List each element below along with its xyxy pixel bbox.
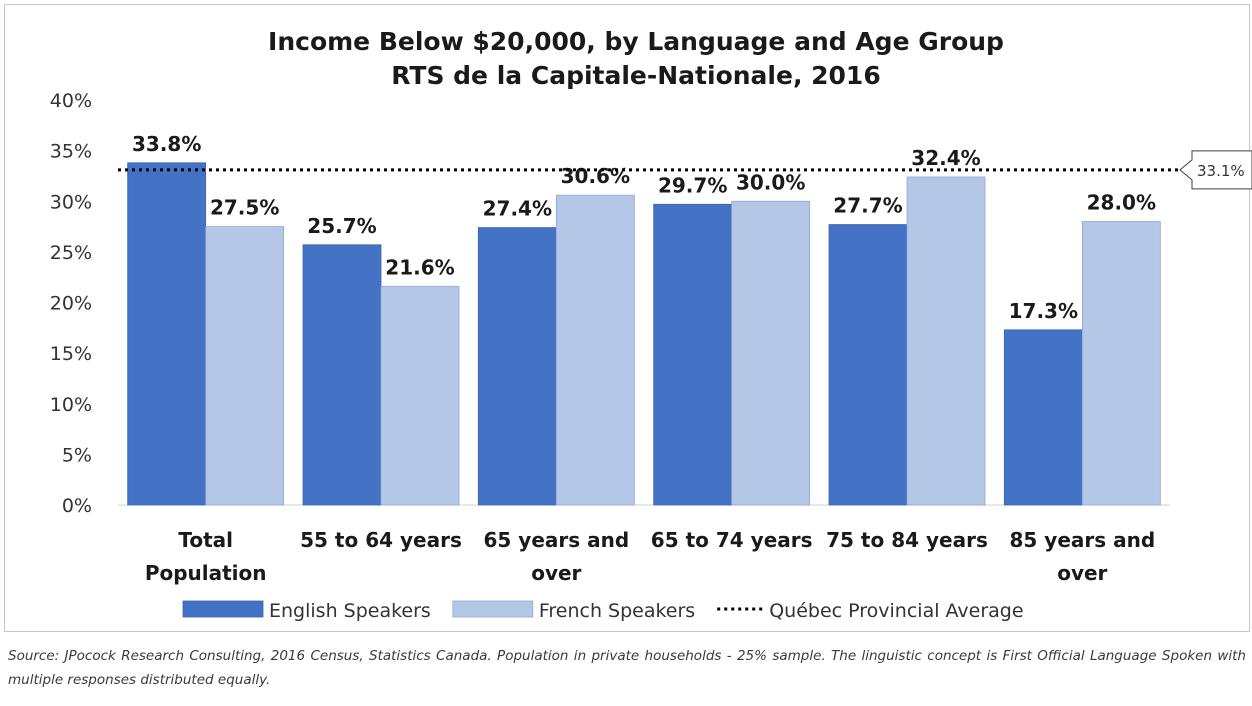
data-label: 17.3%	[1009, 299, 1078, 323]
data-label: 33.8%	[132, 132, 201, 156]
bar-english	[1003, 329, 1083, 506]
y-tick-label: 35%	[50, 141, 92, 163]
bar-chart: Income Below $20,000, by Language and Ag…	[50, 27, 1252, 622]
data-label: 32.4%	[911, 146, 980, 170]
data-label: 30.6%	[561, 164, 630, 188]
x-tick-label: 85 years and	[1009, 528, 1155, 552]
data-label: 27.4%	[483, 197, 552, 221]
x-tick-label: Population	[145, 561, 267, 585]
chart-subtitle: RTS de la Capitale-Nationale, 2016	[391, 61, 880, 90]
x-axis-labels: Total Population 55 to 64 years 65 years an…	[145, 528, 1155, 585]
x-tick-label: 55 to 64 years	[300, 528, 462, 552]
y-tick-label: 10%	[50, 394, 92, 416]
y-tick-label: 25%	[50, 242, 92, 264]
data-label: 29.7%	[658, 173, 727, 197]
reference-callout	[1179, 150, 1252, 190]
x-tick-label: 65 to 74 years	[651, 528, 813, 552]
bars-group: 33.8% 27.5% 25.7% 21.6% 27.4% 30.6% 29.7% 30.0%…	[127, 132, 1161, 506]
bar-english	[302, 244, 382, 506]
bar-french	[731, 200, 811, 506]
bar-french	[906, 176, 986, 506]
bar-english	[653, 203, 733, 506]
data-label: 25.7%	[307, 214, 376, 238]
chart-frame	[4, 4, 1250, 632]
source-note: Source: JPocock Research Consulting, 201…	[8, 648, 1246, 688]
data-label: 30.0%	[736, 170, 805, 194]
x-tick-label: over	[1057, 561, 1107, 585]
bar-french	[205, 226, 285, 506]
data-label: 28.0%	[1087, 191, 1156, 215]
x-tick-label: 65 years and	[483, 528, 629, 552]
bar-french	[380, 285, 460, 506]
y-axis: 0% 5% 10% 15% 20% 25% 30% 35% 40%	[50, 90, 1170, 517]
legend: English Speakers French Speakers Québec Pr…	[182, 600, 1024, 622]
reference-line-label: 33.1%	[1197, 162, 1245, 180]
legend-french-swatch	[452, 600, 534, 618]
chart-title: Income Below $20,000, by Language and Ag…	[268, 27, 1004, 56]
legend-english-swatch	[182, 600, 264, 618]
data-label: 27.5%	[210, 196, 279, 220]
x-tick-label: Total	[178, 528, 233, 552]
y-tick-label: 5%	[62, 444, 92, 466]
bar-english	[828, 224, 908, 506]
legend-english-label: English Speakers	[269, 600, 431, 622]
bar-english	[127, 162, 207, 506]
x-tick-label: over	[531, 561, 581, 585]
legend-french-label: French Speakers	[539, 600, 695, 622]
data-label: 27.7%	[833, 194, 902, 218]
reference-line-group: 33.1%	[118, 150, 1252, 190]
bar-french	[555, 194, 635, 506]
bar-english	[477, 227, 557, 506]
y-tick-label: 0%	[62, 495, 92, 517]
y-tick-label: 30%	[50, 191, 92, 213]
bar-french	[1081, 221, 1161, 506]
legend-reference-label: Québec Provincial Average	[769, 600, 1023, 622]
y-tick-label: 15%	[50, 343, 92, 365]
x-tick-label: 75 to 84 years	[826, 528, 988, 552]
y-tick-label: 20%	[50, 293, 92, 315]
data-label: 21.6%	[385, 255, 454, 279]
y-tick-label: 40%	[50, 90, 92, 112]
